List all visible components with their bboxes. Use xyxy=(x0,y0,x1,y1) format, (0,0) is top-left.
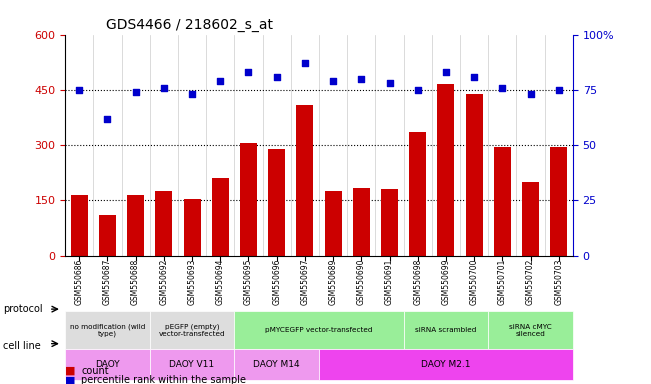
Text: GSM550695: GSM550695 xyxy=(244,258,253,305)
Point xyxy=(356,76,367,82)
Text: GSM550698: GSM550698 xyxy=(413,258,422,305)
Point xyxy=(553,87,564,93)
Text: DAOY M2.1: DAOY M2.1 xyxy=(421,360,471,369)
Text: ■: ■ xyxy=(65,366,76,376)
Point xyxy=(328,78,339,84)
Point xyxy=(469,73,479,79)
Text: GSM550693: GSM550693 xyxy=(187,258,197,305)
Text: GSM550691: GSM550691 xyxy=(385,258,394,305)
Point xyxy=(525,91,536,98)
Point xyxy=(159,84,169,91)
Text: DAOY M14: DAOY M14 xyxy=(253,360,300,369)
Text: GSM550701: GSM550701 xyxy=(498,258,507,305)
Bar xyxy=(325,191,342,256)
Text: percentile rank within the sample: percentile rank within the sample xyxy=(81,375,246,384)
Text: GSM550694: GSM550694 xyxy=(215,258,225,305)
Text: no modification (wild
type): no modification (wild type) xyxy=(70,323,145,337)
Bar xyxy=(296,104,313,256)
Bar xyxy=(381,189,398,256)
Text: cell line: cell line xyxy=(3,341,41,351)
Text: DAOY V11: DAOY V11 xyxy=(169,360,215,369)
Text: GSM550703: GSM550703 xyxy=(554,258,563,305)
FancyBboxPatch shape xyxy=(150,311,234,349)
Text: GSM550700: GSM550700 xyxy=(469,258,478,305)
Text: DAOY: DAOY xyxy=(95,360,120,369)
Bar xyxy=(184,199,201,256)
FancyBboxPatch shape xyxy=(404,311,488,349)
Text: GSM550689: GSM550689 xyxy=(329,258,338,305)
Point xyxy=(243,69,254,75)
Text: pEGFP (empty)
vector-transfected: pEGFP (empty) vector-transfected xyxy=(159,323,225,337)
Text: siRNA scrambled: siRNA scrambled xyxy=(415,327,477,333)
Bar xyxy=(240,143,257,256)
Bar xyxy=(99,215,116,256)
Point xyxy=(187,91,197,98)
Bar xyxy=(550,147,567,256)
Point xyxy=(384,80,395,86)
Point xyxy=(215,78,225,84)
Bar xyxy=(127,195,144,256)
Text: GSM550699: GSM550699 xyxy=(441,258,450,305)
Point xyxy=(299,60,310,66)
Point xyxy=(74,87,85,93)
Point xyxy=(497,84,508,91)
Point xyxy=(102,116,113,122)
Bar xyxy=(465,94,482,256)
Bar xyxy=(353,187,370,256)
Point xyxy=(130,89,141,95)
FancyBboxPatch shape xyxy=(234,311,404,349)
Bar xyxy=(522,182,539,256)
Text: ■: ■ xyxy=(65,375,76,384)
Text: protocol: protocol xyxy=(3,304,43,314)
Bar xyxy=(156,191,173,256)
Bar xyxy=(212,178,229,256)
Text: GSM550697: GSM550697 xyxy=(300,258,309,305)
FancyBboxPatch shape xyxy=(234,349,319,380)
Bar xyxy=(437,84,454,256)
Text: count: count xyxy=(81,366,109,376)
Text: GDS4466 / 218602_s_at: GDS4466 / 218602_s_at xyxy=(105,18,273,32)
Text: siRNA cMYC
silenced: siRNA cMYC silenced xyxy=(509,324,552,336)
Point xyxy=(413,87,423,93)
Text: GSM550696: GSM550696 xyxy=(272,258,281,305)
FancyBboxPatch shape xyxy=(65,349,150,380)
Text: GSM550692: GSM550692 xyxy=(159,258,169,305)
Point xyxy=(441,69,451,75)
Text: GSM550687: GSM550687 xyxy=(103,258,112,305)
FancyBboxPatch shape xyxy=(319,349,573,380)
Bar xyxy=(409,132,426,256)
Text: GSM550686: GSM550686 xyxy=(75,258,84,305)
FancyBboxPatch shape xyxy=(488,311,573,349)
Point xyxy=(271,73,282,79)
Bar xyxy=(494,147,511,256)
Text: GSM550690: GSM550690 xyxy=(357,258,366,305)
Text: GSM550688: GSM550688 xyxy=(131,258,140,305)
Bar xyxy=(268,149,285,256)
FancyBboxPatch shape xyxy=(65,311,150,349)
FancyBboxPatch shape xyxy=(150,349,234,380)
Text: GSM550702: GSM550702 xyxy=(526,258,535,305)
Text: pMYCEGFP vector-transfected: pMYCEGFP vector-transfected xyxy=(265,327,373,333)
Bar xyxy=(71,195,88,256)
